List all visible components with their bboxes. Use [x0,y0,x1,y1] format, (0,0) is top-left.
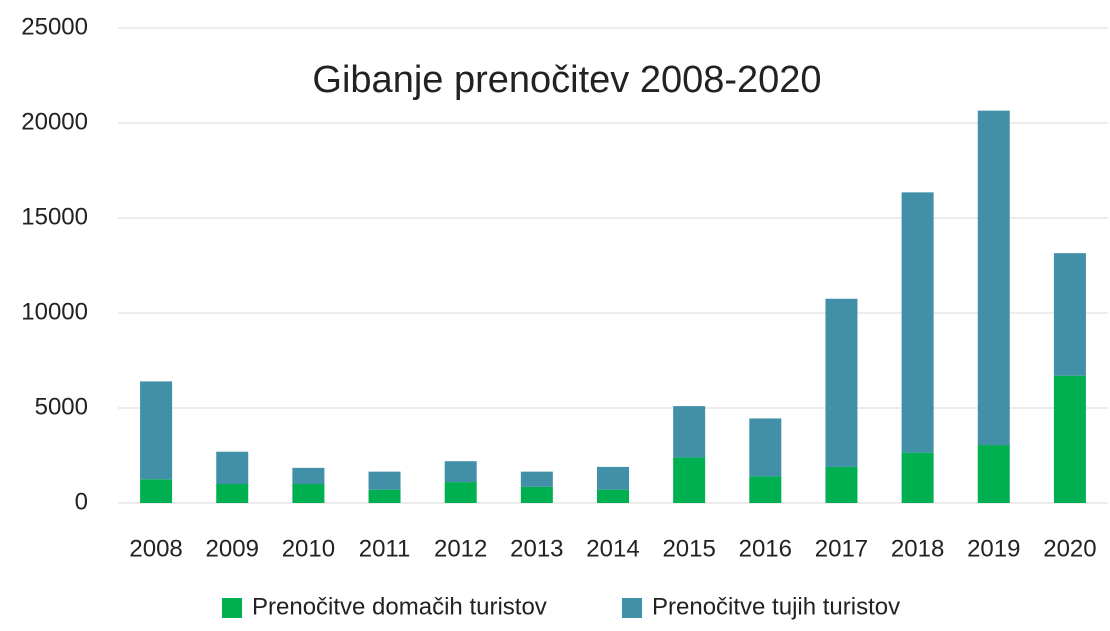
x-tick-label: 2018 [891,535,944,562]
x-tick-label: 2019 [967,535,1020,562]
bar-segment [749,476,782,503]
x-tick-label: 2008 [129,535,182,562]
bar-segment [749,418,782,477]
bar-segment [216,451,249,484]
bar-segment [140,381,173,480]
bar-segment [140,479,173,503]
y-tick-label: 25000 [21,13,88,40]
bar-segment [977,445,1010,503]
x-tick-label: 2016 [739,535,792,562]
x-tick-label: 2013 [510,535,563,562]
x-tick-label: 2015 [662,535,715,562]
bar-segment [292,484,325,503]
bar-segment [368,471,401,490]
bar-segment [444,461,477,483]
y-tick-label: 15000 [21,203,88,230]
legend-swatch [622,598,642,618]
x-tick-label: 2010 [282,535,335,562]
legend-label: Prenočitve tujih turistov [652,593,900,620]
bar-segment [977,110,1010,446]
y-tick-label: 5000 [35,393,88,420]
bar-segment [520,471,553,487]
x-tick-label: 2011 [359,535,411,562]
legend-swatch [222,598,242,618]
y-tick-label: 20000 [21,108,88,135]
bar-segment [825,466,858,503]
bar-segment [825,298,858,467]
bar-segment [1053,253,1086,376]
bar-segment [1053,375,1086,503]
x-tick-label: 2017 [815,535,868,562]
x-tick-label: 2012 [434,535,487,562]
bar-segment [901,192,934,453]
bar-segment [901,452,934,503]
x-tick-label: 2009 [206,535,259,562]
bar-segment [597,466,629,490]
bar-segment [673,457,706,503]
x-tick-label: 2020 [1043,535,1096,562]
bar-segment [673,406,706,458]
bar-segment [597,489,629,503]
bar-segment [216,484,249,503]
legend-label: Prenočitve domačih turistov [252,593,547,620]
chart-title: Gibanje prenočitev 2008-2020 [312,59,821,101]
bar-segment [292,467,325,484]
bar-segment [368,489,401,503]
y-tick-label: 10000 [21,298,88,325]
bar-segment [520,486,553,503]
y-tick-label: 0 [75,488,88,515]
bar-segment [444,482,477,503]
x-tick-label: 2014 [586,535,639,562]
